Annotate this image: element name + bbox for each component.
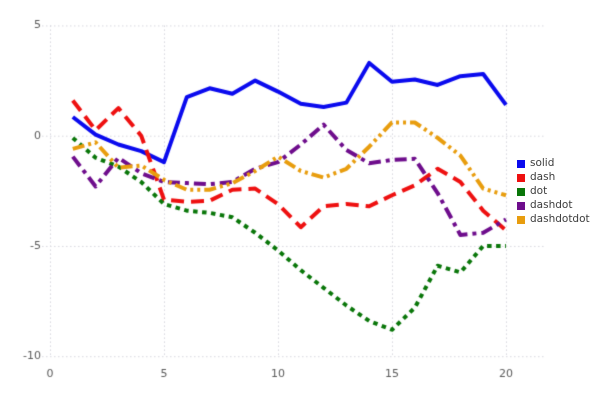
- legend-item-dashdotdot: dashdotdot: [517, 214, 590, 225]
- legend: solid dash dot dashdot dashdotdot: [517, 158, 590, 225]
- legend-swatch-dashdot: [517, 201, 525, 210]
- legend-swatch-dashdotdot: [517, 215, 525, 224]
- legend-item-dot: dot: [517, 186, 590, 197]
- legend-label: dashdot: [530, 199, 573, 211]
- legend-swatch-solid: [517, 159, 525, 168]
- legend-label: solid: [530, 157, 555, 169]
- legend-swatch-dash: [517, 173, 525, 182]
- legend-swatch-dot: [517, 187, 525, 196]
- legend-item-solid: solid: [517, 158, 590, 169]
- legend-label: dash: [530, 171, 556, 183]
- legend-label: dashdotdot: [530, 213, 590, 225]
- legend-label: dot: [530, 185, 548, 197]
- legend-item-dashdot: dashdot: [517, 200, 590, 211]
- legend-item-dash: dash: [517, 172, 590, 183]
